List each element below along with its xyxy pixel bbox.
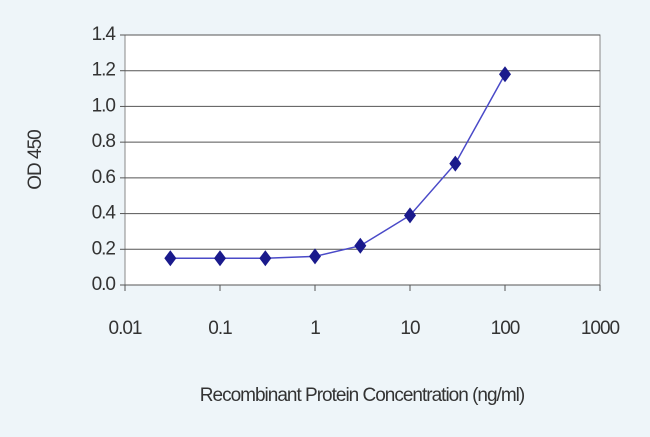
y-axis-label: OD 450 xyxy=(25,130,46,190)
y-tick-label: 0.8 xyxy=(92,131,116,152)
x-tick-label: 100 xyxy=(491,318,520,339)
series-line xyxy=(170,73,506,259)
y-tick-label: 1.2 xyxy=(92,60,116,81)
x-tick-label: 1000 xyxy=(581,318,620,339)
data-point xyxy=(449,155,462,172)
y-tick-label: 0.0 xyxy=(92,274,116,295)
data-point xyxy=(164,250,177,267)
x-tick-label: 0.1 xyxy=(208,318,232,339)
data-point xyxy=(214,250,226,267)
y-tick-label: 1.4 xyxy=(92,24,117,45)
y-tick-label: 0.6 xyxy=(92,167,116,188)
data-point xyxy=(259,250,272,267)
data-point xyxy=(354,237,367,254)
x-tick-label: 0.01 xyxy=(109,318,142,339)
x-axis-label: Recombinant Protein Concentration (ng/ml… xyxy=(200,385,525,406)
y-tick-label: 0.4 xyxy=(92,203,117,224)
x-tick-label: 1 xyxy=(310,318,320,339)
data-point xyxy=(309,248,321,265)
data-point xyxy=(499,66,511,83)
y-tick-label: 0.2 xyxy=(92,238,116,259)
y-tick-label: 1.0 xyxy=(92,95,116,116)
data-point xyxy=(404,207,416,224)
x-tick-label: 10 xyxy=(400,318,420,339)
